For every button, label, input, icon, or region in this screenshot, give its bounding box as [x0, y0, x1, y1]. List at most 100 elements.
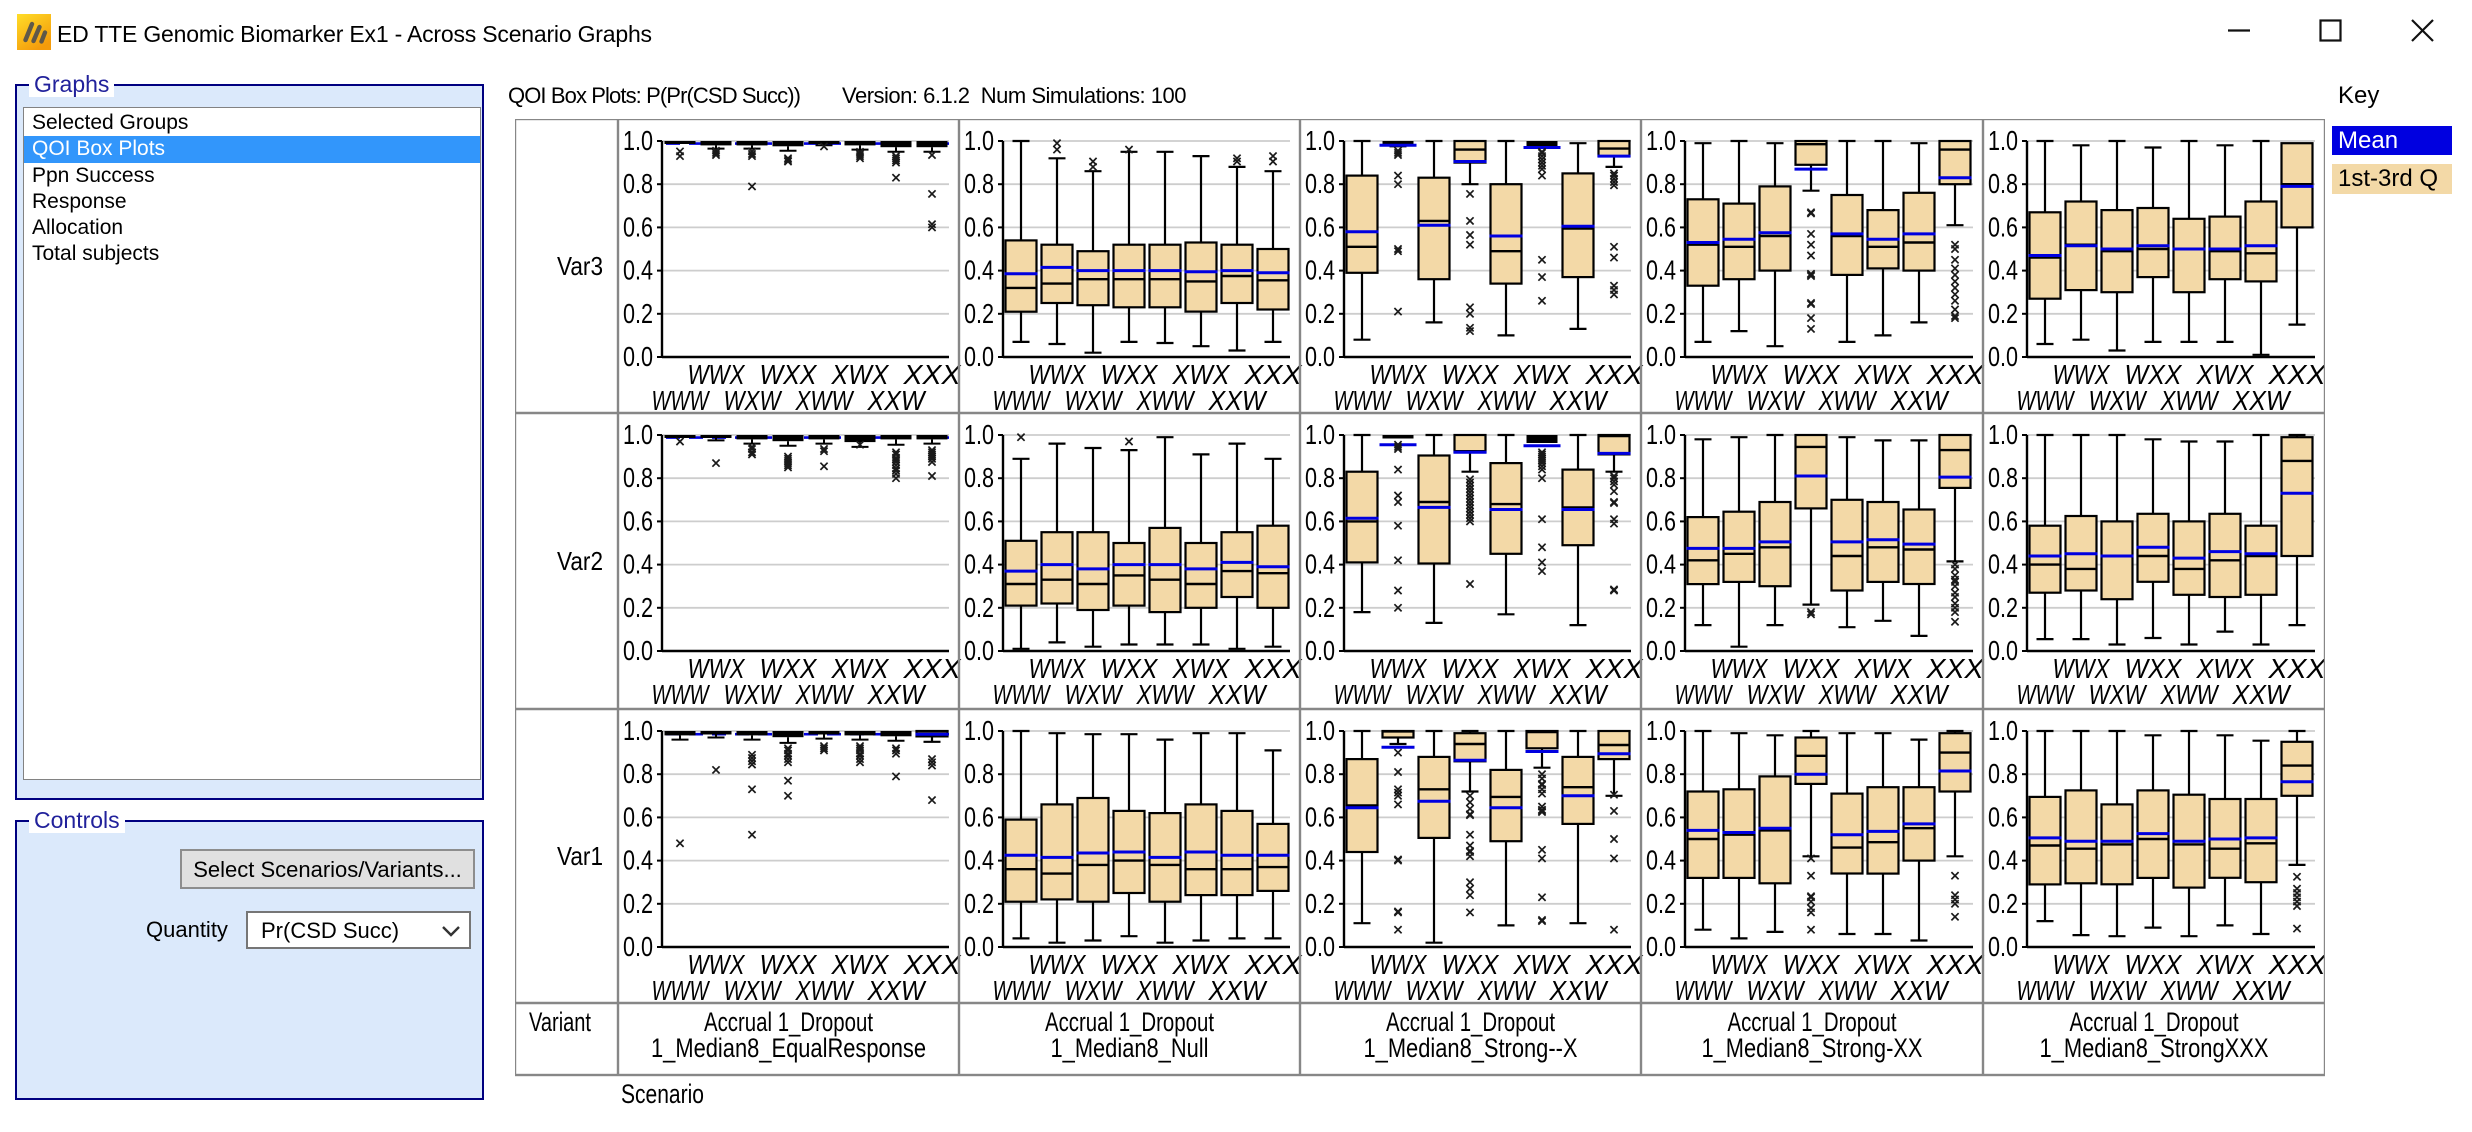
svg-text:WWW: WWW	[1334, 975, 1393, 1006]
svg-text:WWX: WWX	[1029, 359, 1087, 390]
svg-text:WXX: WXX	[760, 653, 818, 684]
svg-text:1_Median8_Strong--X: 1_Median8_Strong--X	[1364, 1033, 1578, 1063]
svg-text:XXW: XXW	[867, 975, 927, 1006]
svg-text:0.2: 0.2	[1646, 592, 1676, 623]
svg-text:XWW: XWW	[795, 975, 855, 1006]
svg-text:XWW: XWW	[795, 385, 855, 416]
svg-text:1_Median8_Strong-XX: 1_Median8_Strong-XX	[1702, 1033, 1923, 1063]
svg-text:WWX: WWX	[2053, 359, 2111, 390]
svg-text:WWX: WWX	[688, 359, 746, 390]
svg-text:WWX: WWX	[1370, 653, 1428, 684]
svg-text:1.0: 1.0	[1988, 419, 2018, 450]
svg-text:XXX: XXX	[1243, 653, 1302, 684]
svg-text:0.0: 0.0	[1305, 931, 1335, 962]
svg-text:0.6: 0.6	[1305, 505, 1335, 536]
svg-text:0.8: 0.8	[1988, 462, 2018, 493]
svg-text:Accrual 1_Dropout: Accrual 1_Dropout	[1045, 1007, 1214, 1037]
svg-text:0.6: 0.6	[1646, 211, 1676, 242]
svg-text:WWW: WWW	[993, 679, 1052, 710]
svg-text:WXW: WXW	[724, 975, 783, 1006]
svg-text:1.0: 1.0	[1988, 125, 2018, 156]
svg-text:XWX: XWX	[1854, 359, 1913, 390]
svg-text:0.0: 0.0	[1305, 341, 1335, 372]
svg-text:WXW: WXW	[1406, 975, 1465, 1006]
svg-text:Scenario: Scenario	[621, 1079, 704, 1109]
svg-text:0.0: 0.0	[964, 635, 994, 666]
svg-text:0.8: 0.8	[623, 168, 653, 199]
svg-text:0.6: 0.6	[1988, 211, 2018, 242]
svg-text:WXW: WXW	[1747, 679, 1806, 710]
svg-text:0.8: 0.8	[1305, 462, 1335, 493]
svg-text:WWW: WWW	[1675, 385, 1734, 416]
svg-text:1.0: 1.0	[623, 419, 653, 450]
svg-text:WWW: WWW	[1334, 679, 1393, 710]
svg-text:WXW: WXW	[2089, 679, 2148, 710]
svg-text:WWX: WWX	[1711, 949, 1769, 980]
svg-text:0.8: 0.8	[1305, 168, 1335, 199]
svg-text:Accrual 1_Dropout: Accrual 1_Dropout	[704, 1007, 873, 1037]
svg-text:WWX: WWX	[1029, 653, 1087, 684]
svg-text:XWW: XWW	[1818, 679, 1878, 710]
svg-text:1.0: 1.0	[1305, 419, 1335, 450]
svg-text:WXW: WXW	[1065, 385, 1124, 416]
svg-text:WWX: WWX	[688, 949, 746, 980]
svg-text:0.2: 0.2	[964, 298, 994, 329]
svg-text:XWX: XWX	[1513, 949, 1572, 980]
svg-text:1.0: 1.0	[1305, 125, 1335, 156]
svg-text:WXX: WXX	[760, 359, 818, 390]
svg-text:XWW: XWW	[1818, 975, 1878, 1006]
svg-text:0.4: 0.4	[1988, 549, 2018, 580]
svg-text:XWW: XWW	[2160, 679, 2220, 710]
svg-text:XWW: XWW	[1477, 679, 1537, 710]
svg-text:0.2: 0.2	[623, 888, 653, 919]
svg-text:WWW: WWW	[993, 975, 1052, 1006]
svg-text:XXW: XXW	[1549, 679, 1609, 710]
svg-text:Accrual 1_Dropout: Accrual 1_Dropout	[1386, 1007, 1555, 1037]
svg-text:WXX: WXX	[1442, 949, 1500, 980]
svg-text:WXW: WXW	[1065, 975, 1124, 1006]
svg-text:1.0: 1.0	[623, 715, 653, 746]
svg-text:XXX: XXX	[1243, 949, 1302, 980]
svg-text:WXX: WXX	[1442, 359, 1500, 390]
svg-text:0.6: 0.6	[964, 505, 994, 536]
svg-text:0.2: 0.2	[1646, 888, 1676, 919]
svg-text:WXX: WXX	[1442, 653, 1500, 684]
svg-text:0.8: 0.8	[1646, 758, 1676, 789]
svg-text:0.2: 0.2	[964, 592, 994, 623]
svg-text:XXX: XXX	[902, 653, 961, 684]
svg-text:0.4: 0.4	[623, 845, 653, 876]
svg-text:0.0: 0.0	[1646, 635, 1676, 666]
svg-text:WWX: WWX	[2053, 653, 2111, 684]
svg-text:1.0: 1.0	[1305, 715, 1335, 746]
svg-text:XXW: XXW	[1549, 975, 1609, 1006]
svg-text:XXX: XXX	[1243, 359, 1302, 390]
svg-text:0.4: 0.4	[964, 845, 994, 876]
svg-text:XWW: XWW	[2160, 975, 2220, 1006]
svg-text:XXX: XXX	[1925, 359, 1984, 390]
svg-text:0.2: 0.2	[1305, 592, 1335, 623]
svg-text:0.8: 0.8	[623, 462, 653, 493]
svg-text:0.8: 0.8	[1646, 462, 1676, 493]
svg-text:WXW: WXW	[724, 679, 783, 710]
svg-text:WWW: WWW	[1675, 679, 1734, 710]
svg-text:XXX: XXX	[1584, 359, 1643, 390]
svg-text:0.6: 0.6	[1646, 801, 1676, 832]
svg-text:0.8: 0.8	[1305, 758, 1335, 789]
svg-text:Var2: Var2	[557, 546, 603, 576]
svg-text:0.4: 0.4	[1646, 255, 1676, 286]
svg-text:0.0: 0.0	[1646, 341, 1676, 372]
svg-text:XXW: XXW	[1890, 679, 1950, 710]
svg-text:1.0: 1.0	[1646, 419, 1676, 450]
svg-text:0.4: 0.4	[1646, 845, 1676, 876]
svg-text:WWX: WWX	[1711, 359, 1769, 390]
svg-text:XWW: XWW	[1136, 975, 1196, 1006]
svg-text:WXW: WXW	[1406, 679, 1465, 710]
svg-text:WWW: WWW	[2017, 679, 2076, 710]
svg-text:XWW: XWW	[795, 679, 855, 710]
svg-text:XXW: XXW	[1208, 679, 1268, 710]
svg-text:0.6: 0.6	[1305, 801, 1335, 832]
svg-text:XWX: XWX	[1513, 359, 1572, 390]
svg-text:XXW: XXW	[867, 385, 927, 416]
svg-text:Accrual 1_Dropout: Accrual 1_Dropout	[2070, 1007, 2239, 1037]
svg-text:0.4: 0.4	[1305, 549, 1335, 580]
